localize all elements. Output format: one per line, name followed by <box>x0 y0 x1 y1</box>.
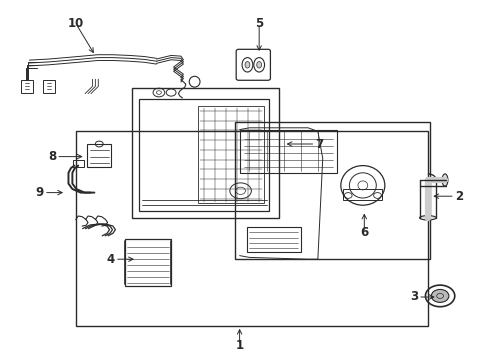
Bar <box>198 106 264 203</box>
Text: 7: 7 <box>315 138 323 150</box>
Ellipse shape <box>244 62 249 68</box>
Bar <box>132 88 278 218</box>
Circle shape <box>430 289 448 302</box>
Bar <box>239 130 337 173</box>
Bar <box>234 122 429 259</box>
Text: 6: 6 <box>360 226 367 239</box>
Ellipse shape <box>441 174 447 186</box>
Ellipse shape <box>419 216 435 220</box>
Bar <box>124 239 171 286</box>
Ellipse shape <box>256 62 261 68</box>
Text: 2: 2 <box>454 190 462 203</box>
Text: 8: 8 <box>48 150 56 163</box>
Text: 1: 1 <box>235 339 243 352</box>
Bar <box>76 131 427 326</box>
Bar <box>21 80 33 93</box>
Bar <box>246 227 300 252</box>
Text: 9: 9 <box>36 186 44 199</box>
Text: 4: 4 <box>106 253 115 266</box>
Bar <box>73 160 84 167</box>
Text: 10: 10 <box>67 17 84 30</box>
Bar <box>87 144 111 167</box>
Text: 3: 3 <box>409 291 417 303</box>
Bar <box>343 189 382 200</box>
Bar <box>43 80 55 93</box>
Bar <box>139 99 268 211</box>
Text: 5: 5 <box>255 17 263 30</box>
